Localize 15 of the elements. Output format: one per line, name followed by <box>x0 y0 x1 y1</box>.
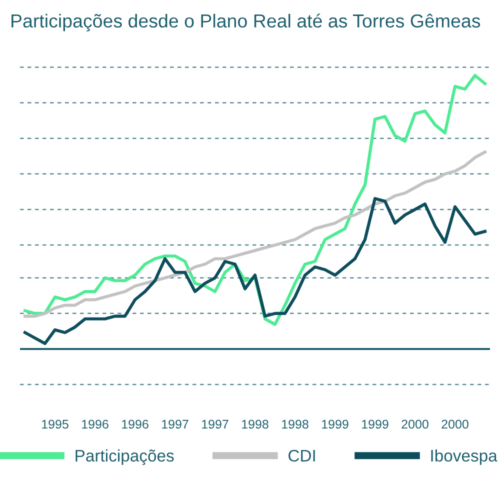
x-tick-label: 1996 <box>122 420 148 429</box>
x-tick-label: 2000 <box>442 420 468 429</box>
legend-label: Ibovespa <box>431 449 498 465</box>
chart-title: Participações desde o Plano Real até as Torres Gêmeas <box>12 14 480 32</box>
legend-label: Participações <box>76 449 174 465</box>
x-tick-label: 1998 <box>282 420 308 429</box>
x-tick-label: 1999 <box>362 420 388 429</box>
x-tick-label: 1996 <box>82 420 108 429</box>
x-tick-label: 1998 <box>242 420 268 429</box>
legend-label: CDI <box>288 450 315 462</box>
x-tick-label: 2000 <box>402 420 428 429</box>
x-tick-label: 1999 <box>322 420 348 429</box>
x-tick-label: 1995 <box>42 420 68 429</box>
x-tick-label: 1997 <box>162 420 188 429</box>
x-tick-label: 1997 <box>202 420 228 429</box>
